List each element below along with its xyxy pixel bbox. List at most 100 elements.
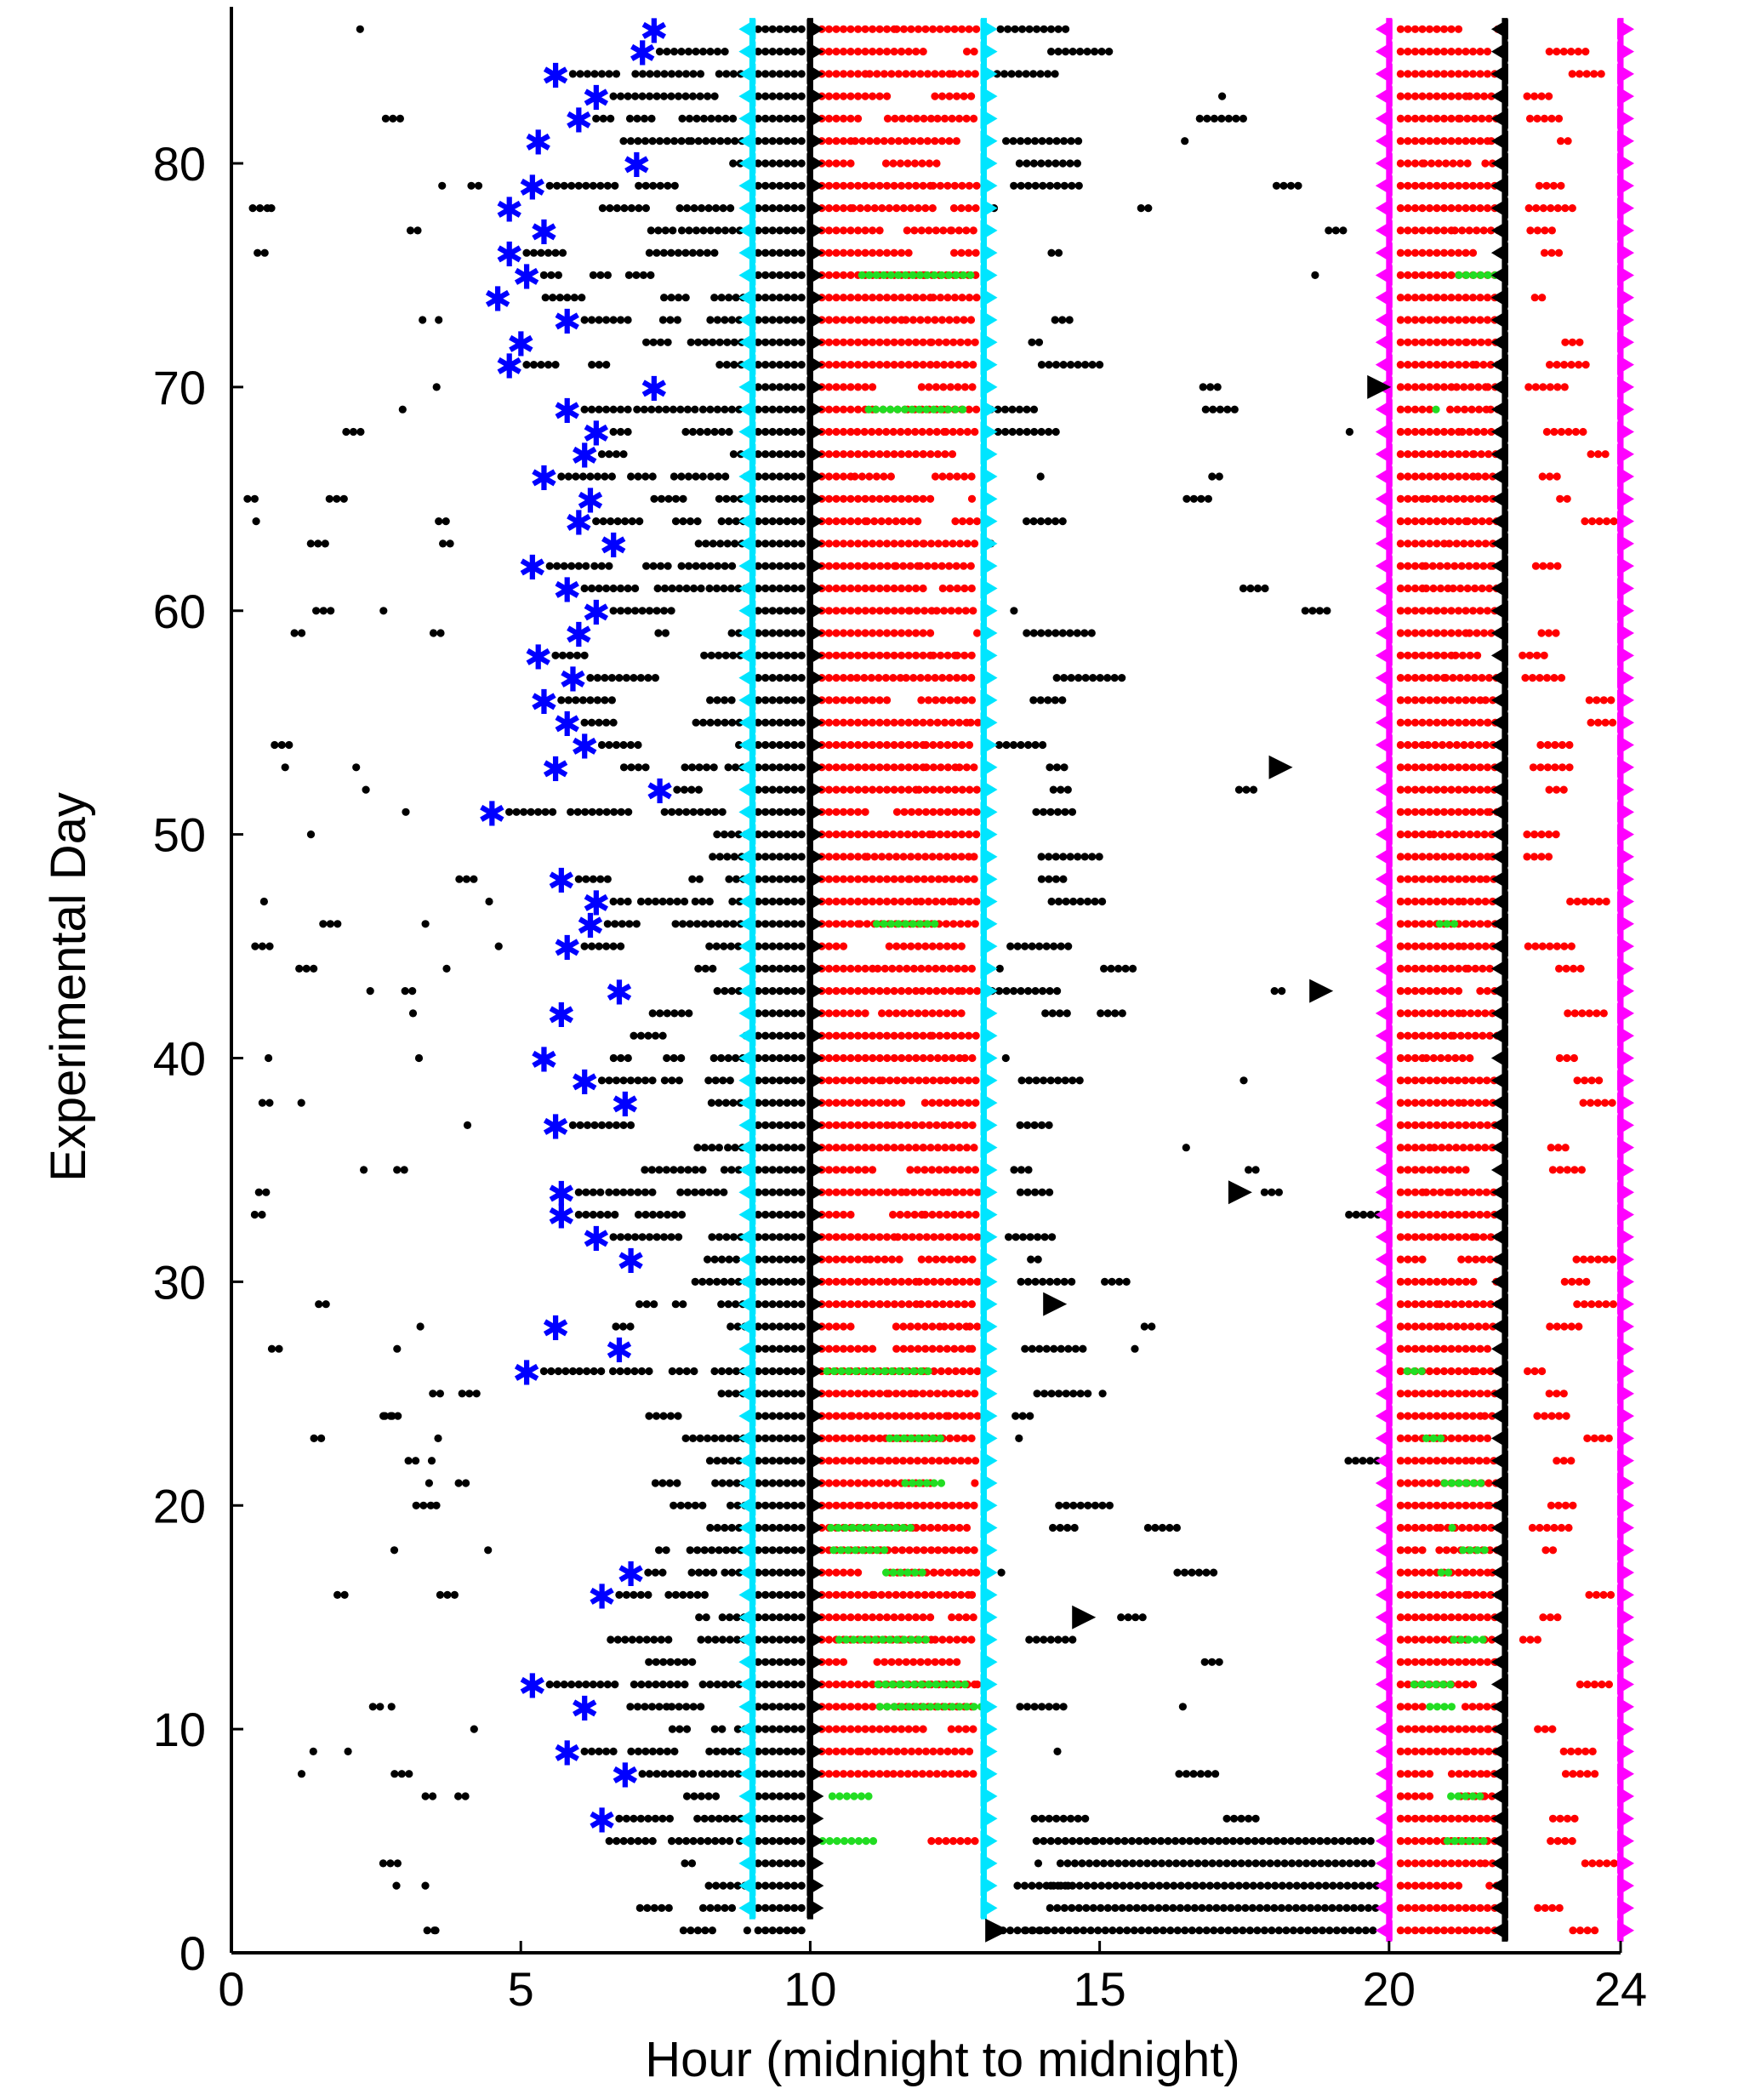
- sleep-dot: [824, 1390, 834, 1398]
- activity-dot: [1032, 1635, 1040, 1644]
- sleep-dot: [846, 1322, 855, 1331]
- activity-dot: [1335, 1903, 1344, 1912]
- activity-dot: [709, 1053, 718, 1063]
- sleep-dot: [1573, 1076, 1581, 1085]
- activity-dot: [1321, 1881, 1330, 1890]
- activity-dot: [1080, 1926, 1088, 1935]
- activity-dot: [754, 361, 762, 369]
- activity-dot: [776, 1837, 784, 1846]
- activity-dot: [761, 875, 770, 883]
- activity-dot: [1046, 1076, 1055, 1085]
- sleep-dot: [949, 1837, 958, 1846]
- activity-dot: [1248, 1903, 1256, 1912]
- sleep-dot: [1462, 472, 1470, 481]
- activity-dot: [797, 472, 806, 481]
- activity-dot: [589, 875, 597, 883]
- sleep-dot: [1433, 1903, 1441, 1912]
- activity-dot: [1069, 897, 1078, 906]
- sleep-dot: [970, 1546, 978, 1555]
- activity-dot: [588, 405, 596, 414]
- activity-dot: [1051, 1926, 1059, 1935]
- activity-dot: [265, 1053, 273, 1063]
- activity-dot: [1239, 1076, 1248, 1085]
- sleep-dot: [1477, 450, 1485, 459]
- sleep-dot: [1563, 1053, 1571, 1063]
- activity-dot: [790, 674, 799, 682]
- sleep-dot: [1433, 696, 1441, 705]
- activity-dot: [729, 114, 738, 123]
- sleep-dot: [824, 494, 834, 503]
- sleep-dot: [1595, 1859, 1604, 1868]
- sleep-dot: [1567, 1457, 1576, 1465]
- sleep-dot: [832, 1590, 841, 1599]
- sleep-dot: [903, 1210, 912, 1219]
- sleep-dot: [1446, 1188, 1455, 1196]
- activity-dot: [712, 584, 721, 593]
- activity-dot: [790, 807, 799, 816]
- activity-dot: [1260, 1926, 1268, 1935]
- sleep-dot: [1485, 964, 1494, 973]
- sleep-dot: [1468, 1390, 1478, 1398]
- activity-dot: [1189, 494, 1198, 503]
- sleep-dot: [1562, 1412, 1570, 1420]
- activity-dot: [455, 875, 464, 883]
- sleep-dot: [824, 830, 834, 839]
- sleep-dot: [1591, 1926, 1599, 1935]
- sleep-dot: [1602, 1300, 1610, 1309]
- activity-dot: [698, 897, 707, 906]
- activity-dot: [768, 1031, 777, 1040]
- activity-dot: [790, 1009, 799, 1018]
- activity-dot: [776, 1210, 784, 1219]
- activity-dot: [593, 696, 602, 705]
- sleep-dot: [839, 1233, 848, 1241]
- sleep-dot: [1433, 1412, 1441, 1420]
- activity-dot: [1176, 1903, 1184, 1912]
- activity-dot: [1074, 1814, 1082, 1823]
- sleep-dot: [893, 1233, 902, 1241]
- sleep-dot: [921, 942, 930, 950]
- activity-dot: [673, 897, 681, 906]
- activity-dot: [713, 1523, 721, 1532]
- activity-dot: [703, 763, 711, 772]
- sleep-dot: [1537, 853, 1546, 861]
- activity-dot: [1132, 1903, 1141, 1912]
- activity-dot: [574, 1681, 583, 1689]
- sleep-dot: [1476, 1658, 1484, 1666]
- activity-dot: [627, 1837, 635, 1846]
- activity-dot: [1054, 248, 1063, 257]
- activity-dot: [705, 1747, 714, 1755]
- activity-dot: [754, 718, 762, 727]
- sleep-dot: [1454, 1903, 1463, 1912]
- activity-dot: [297, 1770, 306, 1778]
- activity-dot: [776, 987, 784, 996]
- sleep-dot: [1467, 942, 1475, 950]
- sleep-dot: [892, 517, 900, 526]
- activity-dot: [797, 562, 806, 570]
- sleep-dot: [885, 1457, 893, 1465]
- activity-dot: [761, 1367, 770, 1376]
- activity-dot: [1061, 1076, 1069, 1085]
- sleep-dot: [1447, 1814, 1456, 1823]
- activity-dot: [397, 1770, 406, 1778]
- sleep-dot: [846, 964, 855, 973]
- sleep-dot: [1576, 1681, 1584, 1689]
- sleep-dot: [839, 1322, 848, 1331]
- sleep-dot: [961, 607, 970, 615]
- activity-dot: [727, 1277, 736, 1286]
- sleep-dot: [856, 1501, 865, 1509]
- sleep-dot: [1425, 607, 1434, 615]
- sleep-dot: [1484, 450, 1493, 459]
- activity-dot: [381, 114, 390, 123]
- activity-dot: [681, 1770, 690, 1778]
- sleep-dot: [1418, 450, 1427, 459]
- activity-dot: [601, 696, 609, 705]
- activity-dot: [1017, 1166, 1026, 1174]
- activity-dot: [761, 1479, 770, 1487]
- sleep-dot: [1433, 1837, 1441, 1846]
- sleep-dot: [1466, 830, 1474, 839]
- activity-dot: [573, 807, 582, 816]
- sleep-dot: [1523, 830, 1531, 839]
- activity-dot: [754, 1367, 762, 1376]
- activity-dot: [783, 718, 791, 727]
- sleep-dot: [1447, 942, 1456, 950]
